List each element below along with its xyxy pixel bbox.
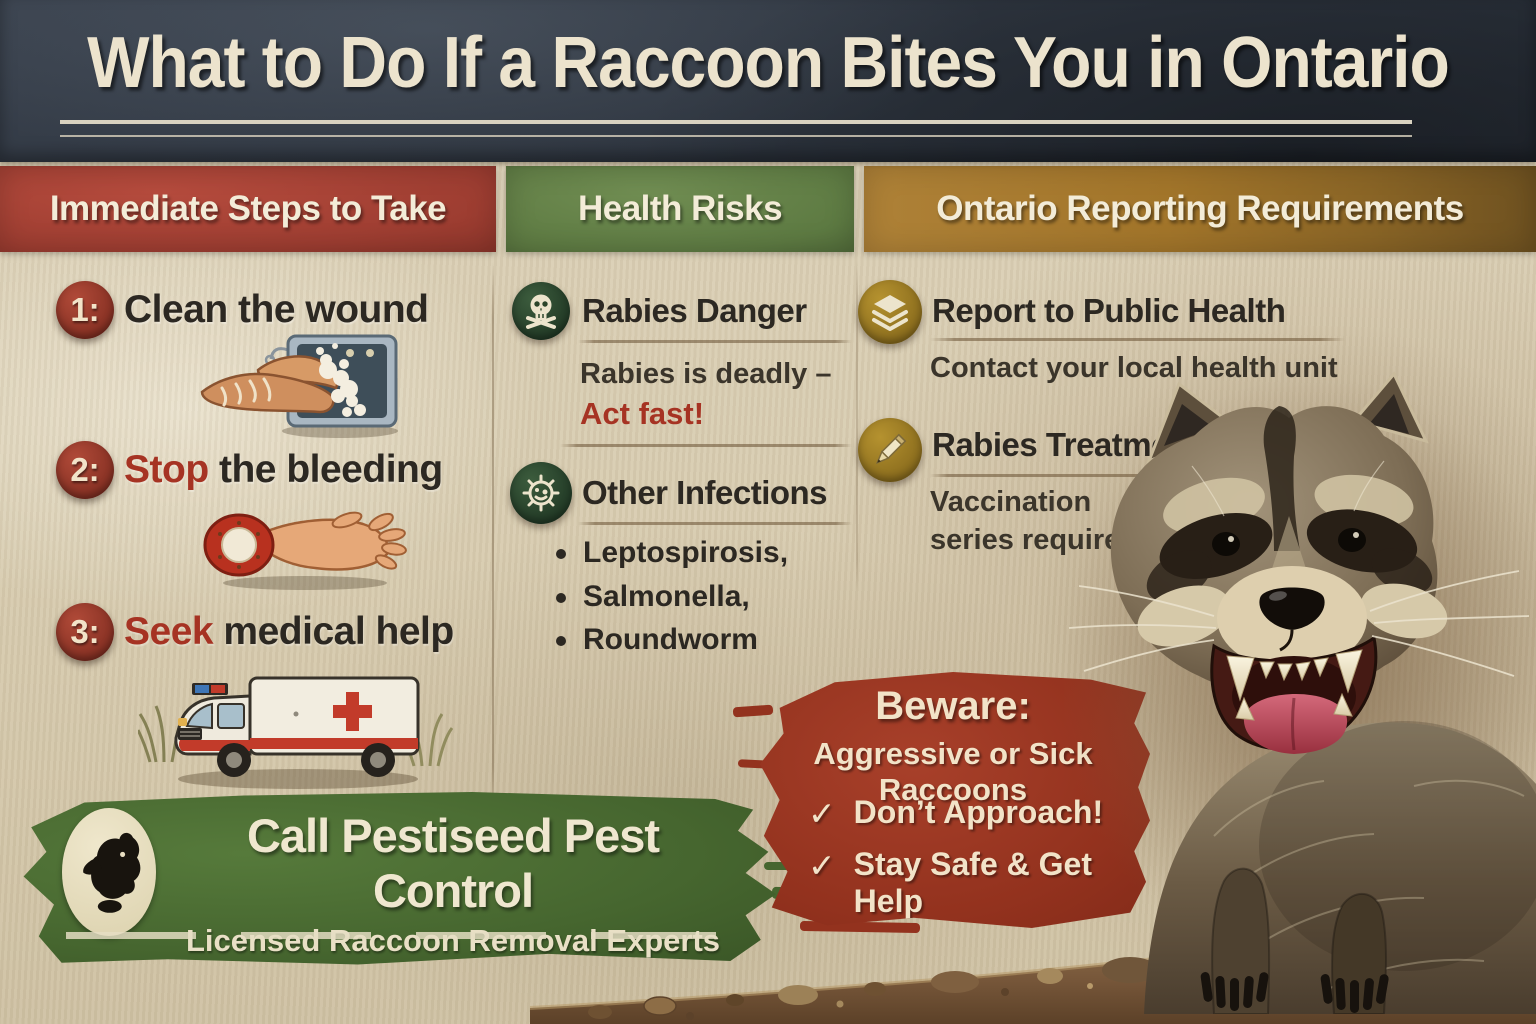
treatment-icon-circle: [858, 418, 922, 482]
step-1-label: Clean the wound: [124, 288, 429, 331]
virus-icon: [522, 474, 560, 512]
ambulance-illustration: [138, 676, 453, 789]
step-1-badge: 1:: [56, 281, 114, 339]
beware-item: ✓ Don’t Approach!: [808, 794, 1104, 832]
beware-title: Beware:: [875, 684, 1031, 728]
bullet-icon: [556, 636, 566, 646]
column-divider-right: [856, 262, 858, 592]
other-infections-title: Other Infections: [582, 474, 828, 511]
step-2-label: Stop the bleeding: [124, 448, 443, 491]
raccoon-silhouette-icon: [83, 832, 141, 913]
rule: [560, 444, 852, 447]
bullet-icon: [556, 549, 566, 559]
rabies-danger-title: Rabies Danger: [582, 292, 807, 329]
title-banner: What to Do If a Raccoon Bites You in Ont…: [0, 0, 1536, 162]
column-header-reporting: Ontario Reporting Requirements: [864, 166, 1536, 252]
checkmark-icon: ✓: [808, 847, 836, 884]
rabies-line2: Act fast!: [580, 396, 705, 431]
column-header-steps: Immediate Steps to Take: [0, 166, 496, 252]
layers-icon: [872, 295, 908, 331]
cta-subtitle: Licensed Raccoon Removal Experts: [185, 923, 721, 958]
column-header-reporting-label: Ontario Reporting Requirements: [936, 189, 1464, 228]
other-infections-icon-circle: [510, 462, 572, 524]
report-title: Report to Public Health: [932, 292, 1286, 329]
brush-streak: [732, 704, 774, 718]
rabies-line1: Rabies is deadly –: [580, 358, 832, 390]
beware-item: ✓ Stay Safe & Get Help: [808, 846, 1092, 919]
cta-title: Call Pestiseed Pest Control: [246, 809, 660, 917]
rule: [578, 522, 852, 525]
step-3-label: Seek medical help: [124, 610, 454, 653]
report-icon-circle: [858, 280, 922, 344]
step-3-number: 3:: [70, 613, 100, 650]
rule: [930, 338, 1345, 341]
rule: [930, 474, 1230, 477]
bandaged-arm-illustration: [203, 511, 407, 590]
checkmark-icon: ✓: [808, 795, 836, 832]
page-title: What to Do If a Raccoon Bites You in Ont…: [87, 21, 1450, 103]
hand-washing-illustration: [200, 334, 398, 438]
cta-divider-dashes: [66, 932, 716, 939]
skull-crossbones-icon: [526, 294, 556, 329]
pencil-icon: [875, 433, 907, 465]
infection-item: Leptospirosis,: [556, 536, 788, 570]
column-header-health: Health Risks: [506, 166, 854, 252]
raccoon-photo: [1064, 371, 1536, 1014]
beware-subtitle: Aggressive or Sick Raccoons: [813, 736, 1093, 807]
step-3-badge: 3:: [56, 603, 114, 661]
cta-badge: [62, 808, 156, 936]
cta-text: Call Pestiseed Pest Control Licensed Rac…: [164, 808, 742, 959]
step-2-badge: 2:: [56, 441, 114, 499]
title-underline: [60, 120, 1412, 137]
column-divider-left: [492, 262, 494, 822]
step-1-number: 1:: [70, 291, 100, 328]
infection-item: Salmonella,: [556, 580, 750, 614]
column-header-steps-label: Immediate Steps to Take: [49, 189, 447, 228]
rule: [578, 340, 852, 343]
rabies-danger-icon-circle: [512, 282, 570, 340]
bullet-icon: [556, 593, 566, 603]
report-desc: Contact your local health unit: [930, 352, 1338, 384]
cta-banner: Call Pestiseed Pest Control Licensed Rac…: [23, 792, 776, 965]
infection-item: Roundworm: [556, 623, 758, 657]
column-header-health-label: Health Risks: [577, 189, 783, 228]
step-2-number: 2:: [70, 451, 100, 488]
